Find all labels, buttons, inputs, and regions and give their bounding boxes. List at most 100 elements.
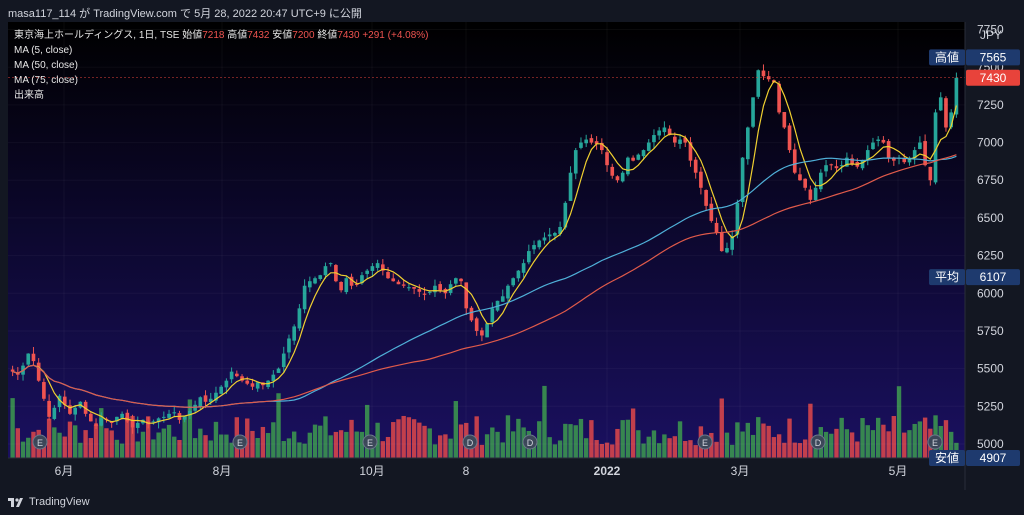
event-marker[interactable] <box>697 434 713 450</box>
candle-body <box>407 287 411 289</box>
volume-bar <box>568 424 573 458</box>
volume-bar <box>411 419 417 458</box>
candle-body <box>782 112 787 128</box>
candle-body <box>938 97 943 111</box>
volume-bar <box>213 421 219 458</box>
candle-body <box>699 171 703 188</box>
candle-body <box>130 420 135 428</box>
event-marker[interactable] <box>32 434 48 450</box>
candle-body <box>135 422 140 428</box>
candle-body <box>198 397 203 407</box>
candle-body <box>829 164 834 166</box>
candle-body <box>532 245 536 250</box>
volume-bar <box>46 418 52 458</box>
price-tag: 高値 7565 <box>929 49 1020 66</box>
volume-bar <box>479 444 485 458</box>
candle-body <box>902 157 907 163</box>
event-marker[interactable] <box>362 434 378 450</box>
event-marker[interactable] <box>462 434 478 450</box>
candle-body <box>824 165 828 172</box>
candle-body <box>933 112 938 183</box>
volume-bar <box>719 398 724 458</box>
candle-body <box>438 284 443 291</box>
volume-bar <box>41 442 47 458</box>
candle-body <box>323 266 328 276</box>
volume-bar <box>703 442 709 458</box>
candle-body <box>573 150 578 174</box>
candle-body <box>36 362 41 381</box>
volume-bar <box>839 417 844 458</box>
volume-bar <box>443 434 448 458</box>
candle-body <box>94 423 98 426</box>
volume-bar <box>724 432 730 458</box>
volume-bar <box>93 424 99 458</box>
candle-body <box>918 142 922 150</box>
volume-bar <box>891 416 897 458</box>
candle-body <box>151 421 156 423</box>
event-marker[interactable] <box>522 434 538 450</box>
y-tick-label: 5500 <box>977 362 1004 376</box>
volume-bar <box>151 439 156 458</box>
candle-body <box>500 296 505 302</box>
volume-bar <box>250 430 255 458</box>
candle-body <box>156 418 161 423</box>
volume-bar <box>10 398 15 458</box>
candle-body <box>834 166 839 169</box>
candle-body <box>594 141 599 145</box>
candle-body <box>923 141 927 166</box>
candle-body <box>214 392 218 401</box>
candle-body <box>511 278 516 286</box>
candle-body <box>427 291 432 293</box>
legend-indicator-ma50[interactable]: MA (50, close) <box>14 60 78 71</box>
candle-body <box>714 222 719 233</box>
candle-body <box>777 83 781 113</box>
tradingview-logo[interactable]: TradingView <box>8 496 90 508</box>
event-marker[interactable] <box>810 434 826 450</box>
svg-text:6107: 6107 <box>980 270 1007 284</box>
candle-body <box>73 407 78 415</box>
volume-bar <box>917 421 923 458</box>
candle-body <box>182 416 187 420</box>
candle-body <box>42 382 46 399</box>
event-marker[interactable] <box>927 434 943 450</box>
volume-bar <box>88 438 94 458</box>
volume-bar <box>83 430 88 458</box>
candle-body <box>730 236 735 250</box>
volume-bar <box>109 430 114 458</box>
candle-body <box>678 139 682 144</box>
volume-bar <box>281 441 286 458</box>
svg-text:4907: 4907 <box>980 451 1007 465</box>
volume-bar <box>578 418 584 458</box>
candle-body <box>526 251 531 263</box>
legend-indicator-volume[interactable]: 出来高 <box>14 90 44 101</box>
volume-bar <box>229 442 234 458</box>
candle-body <box>229 371 234 380</box>
legend-close: 7430 <box>337 30 360 41</box>
candle-body <box>167 413 171 418</box>
candle-body <box>386 272 390 279</box>
candle-body <box>464 282 469 309</box>
candle-body <box>620 172 625 182</box>
volume-bar <box>427 428 432 458</box>
volume-bar <box>745 422 751 458</box>
axis-layer: 5000 5250 5500 5750 6000 6250 6500 6750 7000 7250… <box>8 22 1020 490</box>
volume-bar <box>474 416 479 458</box>
volume-bar <box>187 399 193 458</box>
candle-body <box>641 150 646 157</box>
candle-body <box>287 338 291 353</box>
volume-bar <box>125 416 130 458</box>
candle-body <box>506 285 510 299</box>
candle-body <box>26 353 31 365</box>
legend-indicator-ma75[interactable]: MA (75, close) <box>14 75 78 86</box>
event-marker[interactable] <box>232 434 248 450</box>
candle-body <box>912 150 917 159</box>
candle-body <box>480 330 484 336</box>
volume-bar <box>771 437 777 458</box>
candle-body <box>521 263 526 273</box>
y-tick-label: 6000 <box>977 286 1004 300</box>
candle-body <box>349 276 354 286</box>
volume-bar <box>245 418 250 458</box>
volume-bar <box>385 436 391 458</box>
legend-indicator-ma5[interactable]: MA (5, close) <box>14 45 73 56</box>
price-chart[interactable]: E E E D D E D E 5000 5250 5500 5750 6000 6250 6500 675… <box>0 22 1024 490</box>
